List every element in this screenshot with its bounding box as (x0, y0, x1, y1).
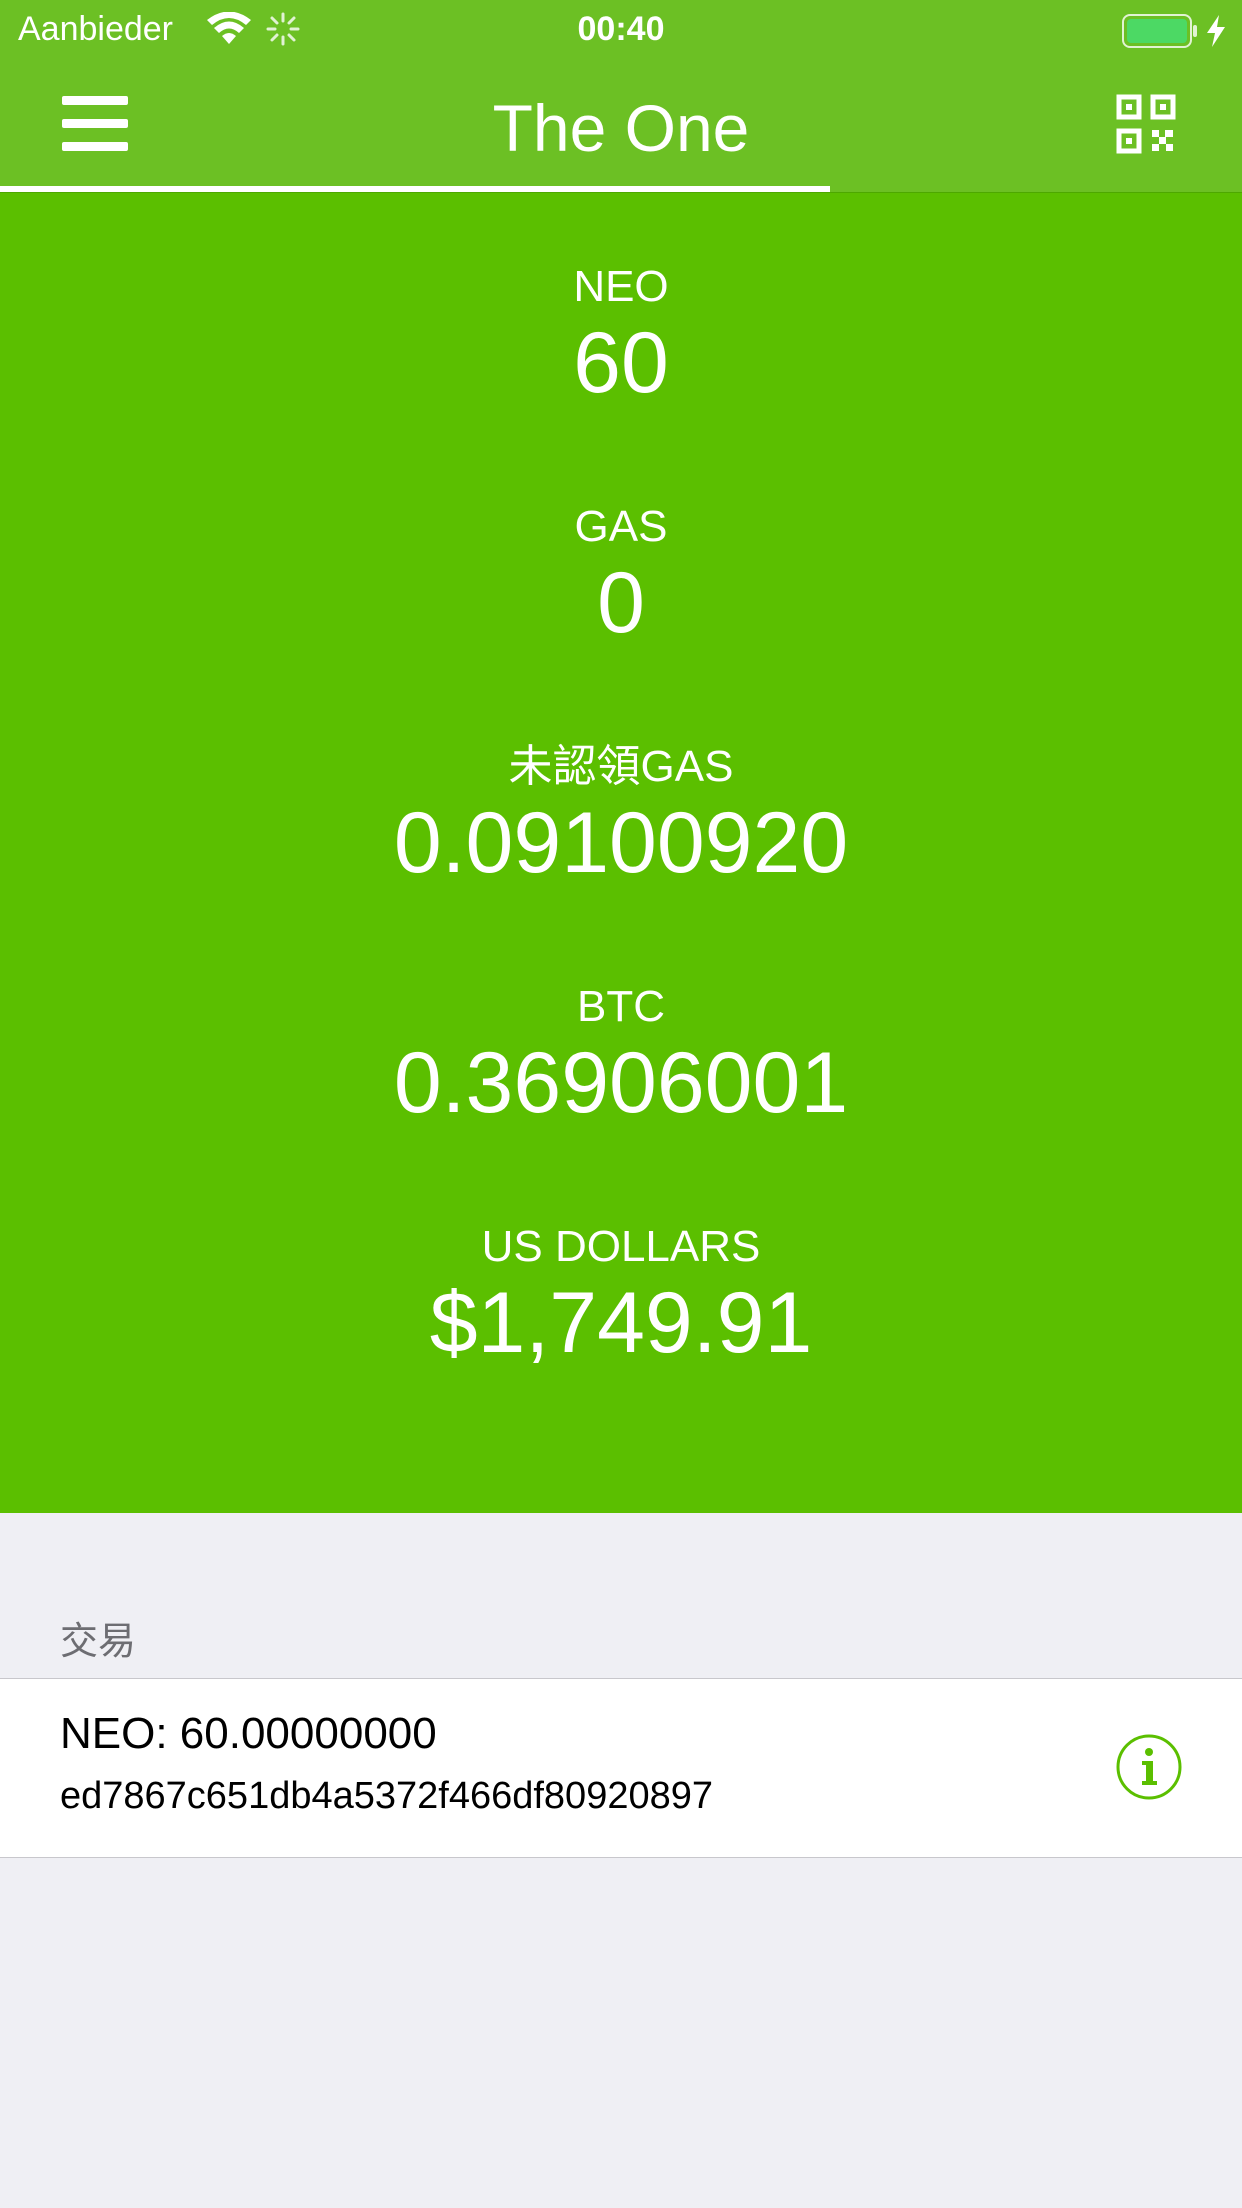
balance-label: NEO (573, 262, 669, 311)
balance-value: 60 (573, 315, 669, 411)
balance-label: 未認領GAS (508, 742, 734, 791)
page-title: The One (492, 91, 750, 165)
balance-neo: NEO 60 (0, 261, 1242, 413)
navigation-bar: The One (0, 60, 1242, 192)
balance-value: 0.36906001 (393, 1035, 849, 1131)
balance-label: BTC (577, 982, 665, 1031)
balance-value: 0.09100920 (393, 795, 849, 891)
battery-icon (1122, 14, 1198, 57)
transaction-id: ed7867c651db4a5372f466df80920897 (60, 1775, 713, 1817)
balance-btc: BTC 0.36906001 (0, 981, 1242, 1133)
balance-label: US DOLLARS (481, 1222, 761, 1271)
balance-label: GAS (574, 502, 668, 551)
status-bar: Aanbieder 00:40 (0, 0, 1242, 60)
transaction-row[interactable]: NEO: 60.00000000 ed7867c651db4a5372f466d… (0, 1678, 1242, 1858)
status-time: 00:40 (577, 10, 665, 48)
balance-gas: GAS 0 (0, 501, 1242, 653)
qr-code-icon[interactable] (1116, 94, 1176, 154)
info-icon[interactable] (1115, 1733, 1183, 1801)
wifi-icon (206, 11, 252, 55)
balance-value: $1,749.91 (429, 1275, 813, 1371)
balance-panel: NEO 60 GAS 0 未認領GAS 0.09100920 BTC 0.369… (0, 192, 1242, 1513)
balance-unclaimed-gas: 未認領GAS 0.09100920 (0, 741, 1242, 893)
balance-value: 0 (597, 555, 645, 651)
balance-usd: US DOLLARS $1,749.91 (0, 1221, 1242, 1373)
carrier-label: Aanbieder (18, 10, 174, 48)
activity-spinner-icon (266, 12, 300, 55)
transactions-section-header: 交易 (60, 1621, 137, 1663)
hamburger-menu-icon[interactable] (62, 96, 128, 152)
top-bar: Aanbieder 00:40 (0, 0, 1242, 192)
charging-bolt-icon (1205, 14, 1227, 57)
transaction-amount: NEO: 60.00000000 (60, 1709, 437, 1758)
tab-indicator (0, 186, 830, 192)
